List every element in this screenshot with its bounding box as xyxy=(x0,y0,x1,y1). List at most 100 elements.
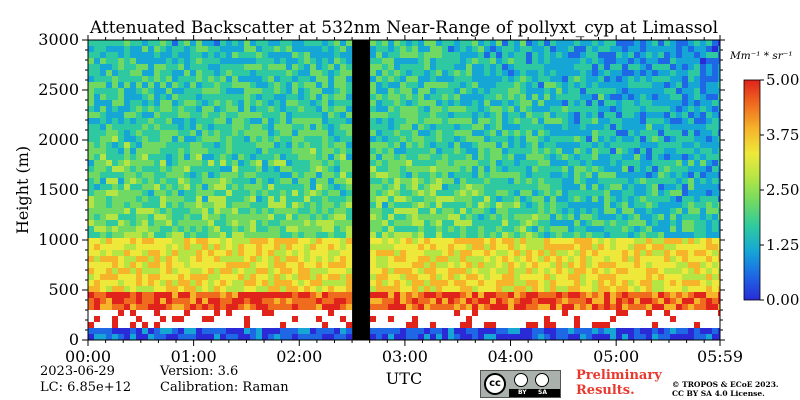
heatmap-cell xyxy=(490,142,496,148)
heatmap-cell xyxy=(322,208,328,214)
heatmap-cell xyxy=(100,184,106,190)
heatmap-cell xyxy=(664,184,670,190)
heatmap-cell xyxy=(124,118,130,124)
heatmap-cell xyxy=(154,316,160,322)
heatmap-cell xyxy=(280,136,286,142)
heatmap-cell xyxy=(688,202,694,208)
heatmap-cell xyxy=(292,232,298,238)
heatmap-cell xyxy=(424,268,430,274)
heatmap-cell xyxy=(160,286,166,292)
heatmap-cell xyxy=(466,208,472,214)
heatmap-cell xyxy=(328,142,334,148)
heatmap-cell xyxy=(436,268,442,274)
heatmap-cell xyxy=(604,328,610,334)
heatmap-cell xyxy=(442,88,448,94)
heatmap-cell xyxy=(502,130,508,136)
heatmap-cell xyxy=(430,190,436,196)
heatmap-cell xyxy=(292,82,298,88)
heatmap-cell xyxy=(616,154,622,160)
heatmap-cell xyxy=(646,238,652,244)
heatmap-cell xyxy=(370,52,376,58)
heatmap-cell xyxy=(688,178,694,184)
heatmap-cell xyxy=(244,112,250,118)
heatmap-cell xyxy=(622,304,628,310)
heatmap-cell xyxy=(130,154,136,160)
heatmap-cell xyxy=(616,160,622,166)
heatmap-cell xyxy=(502,112,508,118)
heatmap-cell xyxy=(436,136,442,142)
heatmap-cell xyxy=(508,136,514,142)
heatmap-cell xyxy=(508,184,514,190)
heatmap-cell xyxy=(388,82,394,88)
heatmap-cell xyxy=(202,238,208,244)
heatmap-cell xyxy=(220,280,226,286)
heatmap-cell xyxy=(166,82,172,88)
heatmap-cell xyxy=(328,322,334,328)
heatmap-cell xyxy=(532,94,538,100)
heatmap-cell xyxy=(688,130,694,136)
heatmap-cell xyxy=(658,82,664,88)
heatmap-cell xyxy=(652,88,658,94)
heatmap-cell xyxy=(334,214,340,220)
heatmap-cell xyxy=(484,280,490,286)
heatmap-cell xyxy=(628,178,634,184)
heatmap-cell xyxy=(700,214,706,220)
heatmap-cell xyxy=(526,190,532,196)
heatmap-cell xyxy=(544,166,550,172)
heatmap-cell xyxy=(664,58,670,64)
heatmap-cell xyxy=(250,196,256,202)
heatmap-cell xyxy=(238,172,244,178)
heatmap-cell xyxy=(142,214,148,220)
heatmap-cell xyxy=(244,100,250,106)
heatmap-cell xyxy=(148,232,154,238)
heatmap-cell xyxy=(244,328,250,334)
heatmap-cell xyxy=(328,148,334,154)
heatmap-cell xyxy=(178,202,184,208)
heatmap-cell xyxy=(496,298,502,304)
heatmap-cell xyxy=(286,136,292,142)
heatmap-cell xyxy=(628,334,634,340)
heatmap-cell xyxy=(94,142,100,148)
heatmap-cell xyxy=(514,118,520,124)
heatmap-cell xyxy=(514,190,520,196)
heatmap-cell xyxy=(460,58,466,64)
heatmap-cell xyxy=(682,148,688,154)
heatmap-cell xyxy=(148,238,154,244)
heatmap-cell xyxy=(460,76,466,82)
heatmap-cell xyxy=(244,202,250,208)
heatmap-cell xyxy=(184,214,190,220)
heatmap-cell xyxy=(538,112,544,118)
heatmap-cell xyxy=(550,88,556,94)
heatmap-cell xyxy=(484,298,490,304)
heatmap-cell xyxy=(202,310,208,316)
heatmap-cell xyxy=(166,328,172,334)
heatmap-cell xyxy=(670,184,676,190)
heatmap-cell xyxy=(616,310,622,316)
heatmap-cell xyxy=(268,148,274,154)
heatmap-cell xyxy=(670,322,676,328)
heatmap-cell xyxy=(460,130,466,136)
heatmap-cell xyxy=(544,292,550,298)
heatmap-cell xyxy=(652,256,658,262)
heatmap-cell xyxy=(202,220,208,226)
heatmap-cell xyxy=(280,304,286,310)
heatmap-cell xyxy=(532,280,538,286)
heatmap-cell xyxy=(238,268,244,274)
heatmap-cell xyxy=(472,70,478,76)
heatmap-cell xyxy=(592,328,598,334)
heatmap-cell xyxy=(616,94,622,100)
heatmap-cell xyxy=(604,112,610,118)
heatmap-cell xyxy=(202,208,208,214)
heatmap-cell xyxy=(412,94,418,100)
heatmap-cell xyxy=(574,166,580,172)
heatmap-cell xyxy=(310,298,316,304)
heatmap-cell xyxy=(100,226,106,232)
heatmap-cell xyxy=(142,70,148,76)
heatmap-cell xyxy=(664,250,670,256)
heatmap-cell xyxy=(106,58,112,64)
heatmap-cell xyxy=(634,208,640,214)
heatmap-cell xyxy=(112,148,118,154)
heatmap-cell xyxy=(424,256,430,262)
heatmap-cell xyxy=(448,76,454,82)
heatmap-cell xyxy=(562,124,568,130)
